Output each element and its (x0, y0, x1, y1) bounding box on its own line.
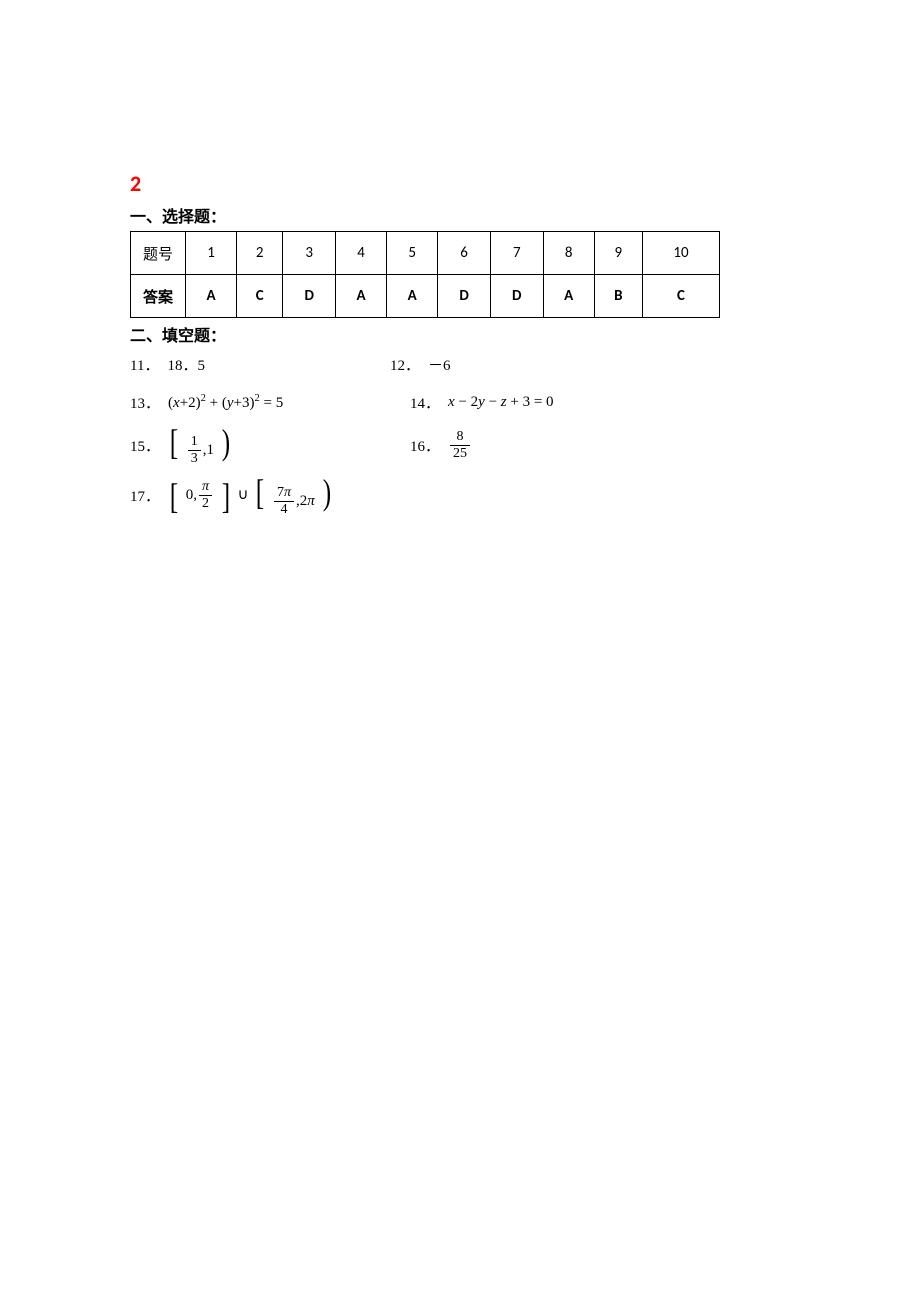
q12-answer: －6 (428, 354, 451, 375)
q17-p1-den: 2 (199, 496, 212, 511)
col-header: 2 (237, 232, 283, 275)
fill-row-11-12: 11． 18．5 12． －6 (130, 350, 790, 378)
section-1-title: 一、选择题： (130, 203, 790, 227)
answer-cell: A (336, 275, 387, 318)
q17-p1-left: 0 (186, 487, 194, 504)
q11-label: 11． (130, 354, 159, 375)
q15-den: 3 (188, 451, 201, 466)
q16-answer: 8 25 (448, 430, 472, 461)
q11-answer: 18．5 (167, 354, 205, 375)
section-2-title: 二、填空题： (130, 322, 790, 346)
answer-cell: A (543, 275, 594, 318)
q17-p2-right: 2π (300, 493, 315, 510)
col-header: 3 (283, 232, 336, 275)
answer-cell: D (438, 275, 491, 318)
answer-cell: D (490, 275, 543, 318)
col-header: 9 (594, 232, 642, 275)
page-marker: 2 (130, 170, 790, 197)
fill-row-13-14: 13． (x+2)2 + (y+3)2 = 5 14． x − 2y − z +… (130, 388, 790, 416)
q14-label: 14． (410, 392, 440, 413)
q17-p1-num: π (199, 480, 212, 496)
answer-table: 题号 1 2 3 4 5 6 7 8 9 10 答案 A C D A A D D… (130, 231, 720, 318)
q15-answer: [ 1 3 , 1 ) (168, 424, 232, 466)
col-header: 6 (438, 232, 491, 275)
q16-num: 8 (450, 430, 470, 446)
q13-answer: (x+2)2 + (y+3)2 = 5 (168, 393, 283, 412)
answer-cell: C (237, 275, 283, 318)
col-header: 8 (543, 232, 594, 275)
q17-answer: [ 0 , π 2 ] ∪ [ 7π 4 (168, 474, 333, 516)
col-header: 1 (186, 232, 237, 275)
q15-num: 1 (188, 435, 201, 451)
col-header: 5 (387, 232, 438, 275)
q16-label: 16． (410, 435, 440, 456)
answer-cell: D (283, 275, 336, 318)
fill-row-17: 17． [ 0 , π 2 ] ∪ [ 7π (130, 474, 790, 516)
q15-right: 1 (207, 442, 215, 459)
answer-cell: A (186, 275, 237, 318)
answer-cell: C (642, 275, 719, 318)
row-header-label: 题号 (131, 232, 186, 275)
table-row: 答案 A C D A A D D A B C (131, 275, 720, 318)
col-header: 10 (642, 232, 719, 275)
col-header: 7 (490, 232, 543, 275)
q13-label: 13． (130, 392, 160, 413)
q12-label: 12． (390, 354, 420, 375)
fill-row-15-16: 15． [ 1 3 , 1 ) 16． (130, 424, 790, 466)
row-answer-label: 答案 (131, 275, 186, 318)
q17-p2-num: 7π (274, 486, 294, 502)
col-header: 4 (336, 232, 387, 275)
answer-cell: A (387, 275, 438, 318)
answer-cell: B (594, 275, 642, 318)
table-row: 题号 1 2 3 4 5 6 7 8 9 10 (131, 232, 720, 275)
q15-label: 15． (130, 435, 160, 456)
document-page: 2 一、选择题： 题号 1 2 3 4 5 6 7 8 9 10 答案 A C … (0, 0, 920, 1302)
q14-answer: x − 2y − z + 3 = 0 (448, 394, 554, 411)
q17-label: 17． (130, 485, 160, 506)
q16-den: 25 (450, 446, 470, 461)
q17-p2-den: 4 (274, 502, 294, 517)
